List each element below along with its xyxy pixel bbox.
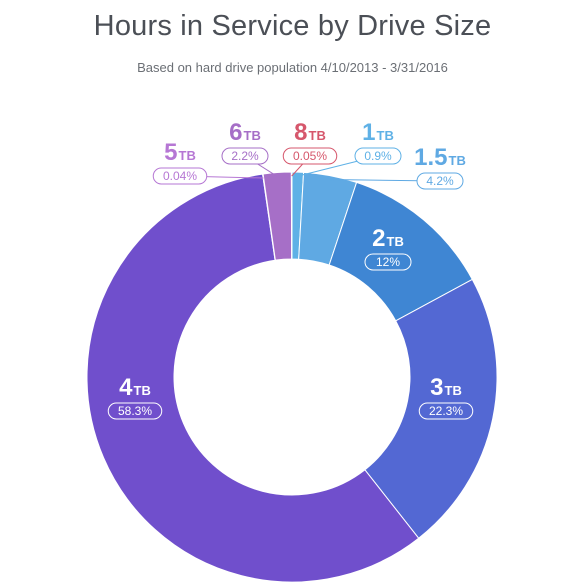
percent-label: 2.2% [231,149,259,163]
slice-4tb [86,173,420,583]
percent-label: 22.3% [429,404,463,418]
percent-label: 58.3% [118,404,152,418]
label-6tb: 6TB 2.2% [221,119,278,177]
percent-pill [354,147,402,165]
slice-8tb [290,171,293,260]
size-label: 4TB [119,374,151,401]
chart-title: Hours in Service by Drive Size [93,10,492,42]
percent-label: 0.05% [293,149,327,163]
chart-subtitle: Based on hard drive population 4/10/2013… [137,60,448,75]
label-1-5tb: 1.5TB 4.2% [329,144,466,190]
percent-pill [152,167,208,185]
percent-label: 12% [376,255,400,269]
label-5tb: 5TB 0.04% [152,139,264,185]
size-label: 8TB [294,119,326,146]
size-label: 1.5TB [414,144,466,171]
label-3tb: 3TB 22.3% [418,374,474,420]
percent-pill [416,172,464,190]
label-4tb: 4TB 58.3% [107,374,163,420]
percent-pill [418,402,474,420]
size-label: 3TB [430,374,462,401]
percent-pill [107,402,163,420]
label-8tb: 8TB 0.05% [282,119,338,177]
percent-pill [221,147,269,165]
size-label: 1TB [362,119,394,146]
label-1tb: 1TB 0.9% [297,119,402,177]
percent-label: 0.9% [364,149,392,163]
percent-label: 4.2% [426,174,454,188]
size-label: 6TB [229,119,261,146]
percent-label: 0.04% [163,169,197,183]
size-label: 2TB [372,225,404,252]
percent-pill [364,253,412,271]
size-label: 5TB [164,139,196,166]
percent-pill [282,147,338,165]
